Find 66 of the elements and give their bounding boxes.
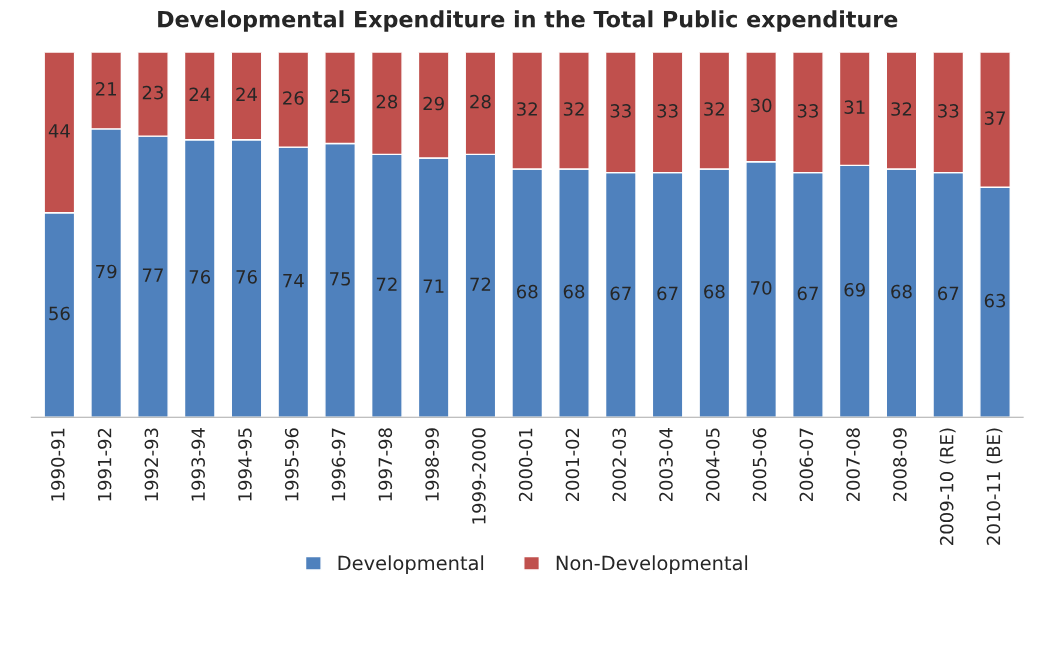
data-label: 75	[330, 272, 350, 286]
data-label: 72	[376, 277, 397, 291]
data-label: 33	[657, 103, 678, 118]
x-tick-label: 1998-99	[425, 428, 439, 501]
data-label: 67	[610, 286, 631, 301]
data-label: 63	[984, 293, 1006, 308]
data-label: 24	[189, 87, 211, 101]
x-tick-label: 1995-96	[284, 428, 299, 501]
data-label: 24	[236, 87, 257, 101]
data-label: 79	[96, 264, 117, 279]
data-label: 37	[984, 111, 1005, 125]
data-label: 67	[657, 286, 678, 301]
x-tick-label: 1996-97	[331, 428, 346, 501]
x-tick-label: 1990-91	[50, 428, 65, 501]
x-tick-label: 2006-07	[799, 428, 814, 502]
data-label: 21	[96, 82, 116, 96]
data-label: 68	[891, 284, 912, 299]
data-label: 30	[751, 98, 772, 113]
x-tick-label: 2004-05	[705, 428, 720, 502]
data-label: 28	[376, 94, 398, 109]
data-label: 71	[423, 279, 444, 293]
data-label: 28	[470, 94, 491, 109]
x-tick-label: 1999-2000	[472, 428, 486, 524]
data-label: 31	[844, 100, 865, 114]
data-label: 69	[844, 282, 865, 297]
data-label: 32	[517, 102, 537, 116]
data-label: 67	[797, 286, 818, 301]
data-label: 76	[236, 270, 257, 284]
data-label: 33	[797, 103, 818, 118]
data-label: 44	[48, 124, 70, 138]
data-label: 77	[142, 268, 163, 282]
x-tick-label: 1992-93	[144, 428, 159, 501]
data-label: 67	[938, 286, 959, 301]
data-label: 70	[751, 281, 772, 295]
data-label: 68	[516, 284, 538, 299]
x-tick-label: 1993-94	[191, 428, 205, 501]
x-tick-label: 2008-09	[893, 428, 907, 502]
chart-title: Developmental Expenditure in the Total Public expenditure	[158, 10, 898, 32]
x-tick-label: 2003-04	[659, 428, 673, 502]
x-tick-label: 1994-95	[238, 428, 252, 501]
x-tick-label: 2001-02	[565, 428, 580, 502]
data-label: 33	[610, 103, 631, 118]
x-tick-label: 1997-98	[378, 428, 393, 501]
data-label: 25	[329, 89, 350, 104]
x-tick-label: 2009-10 (RE)	[939, 428, 956, 545]
data-label: 76	[189, 270, 211, 284]
data-label: 56	[49, 306, 70, 321]
data-label: 68	[563, 284, 585, 299]
data-label: 68	[704, 284, 725, 299]
data-label: 72	[470, 277, 491, 291]
data-label: 32	[704, 102, 725, 116]
data-label: 32	[891, 102, 912, 116]
data-label: 26	[283, 91, 304, 105]
data-label: 29	[423, 96, 444, 111]
legend-label: Developmental	[338, 555, 484, 575]
data-label: 32	[563, 102, 584, 116]
data-label: 23	[142, 85, 163, 100]
x-tick-label: 2005-06	[752, 428, 767, 502]
data-label: 33	[938, 103, 959, 118]
x-tick-label: 2002-03	[612, 428, 627, 502]
x-tick-label: 1991-92	[97, 428, 112, 501]
x-tick-label: 2000-01	[518, 428, 533, 502]
legend-label: Non-Developmental	[556, 555, 748, 575]
x-tick-label: 2007-08	[846, 428, 860, 502]
x-tick-label: 2010-11 (BE)	[986, 428, 1003, 545]
data-label: 74	[283, 274, 304, 288]
